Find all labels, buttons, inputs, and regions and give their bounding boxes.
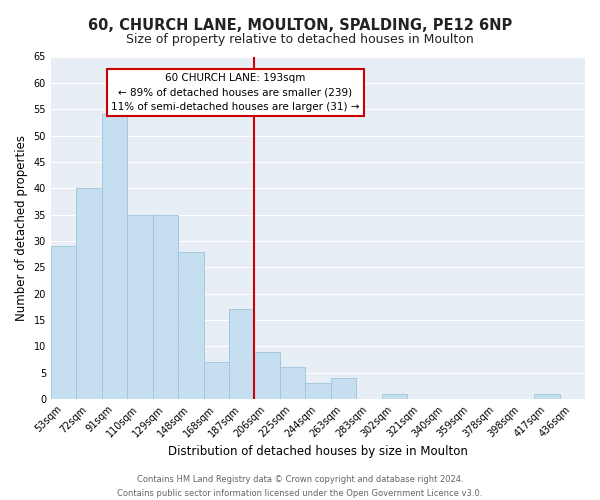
Y-axis label: Number of detached properties: Number of detached properties bbox=[15, 135, 28, 321]
Bar bbox=[305, 384, 331, 399]
Bar bbox=[331, 378, 356, 399]
Bar bbox=[534, 394, 560, 399]
Bar bbox=[382, 394, 407, 399]
Text: 60, CHURCH LANE, MOULTON, SPALDING, PE12 6NP: 60, CHURCH LANE, MOULTON, SPALDING, PE12… bbox=[88, 18, 512, 32]
Text: 60 CHURCH LANE: 193sqm
← 89% of detached houses are smaller (239)
11% of semi-de: 60 CHURCH LANE: 193sqm ← 89% of detached… bbox=[111, 72, 359, 112]
X-axis label: Distribution of detached houses by size in Moulton: Distribution of detached houses by size … bbox=[168, 444, 468, 458]
Bar bbox=[127, 214, 152, 399]
Text: Contains HM Land Registry data © Crown copyright and database right 2024.
Contai: Contains HM Land Registry data © Crown c… bbox=[118, 476, 482, 498]
Bar bbox=[203, 362, 229, 399]
Bar bbox=[76, 188, 102, 399]
Bar bbox=[280, 368, 305, 399]
Bar bbox=[178, 252, 203, 399]
Bar bbox=[254, 352, 280, 399]
Bar bbox=[51, 246, 76, 399]
Bar bbox=[152, 214, 178, 399]
Bar bbox=[102, 114, 127, 399]
Bar bbox=[229, 310, 254, 399]
Text: Size of property relative to detached houses in Moulton: Size of property relative to detached ho… bbox=[126, 32, 474, 46]
